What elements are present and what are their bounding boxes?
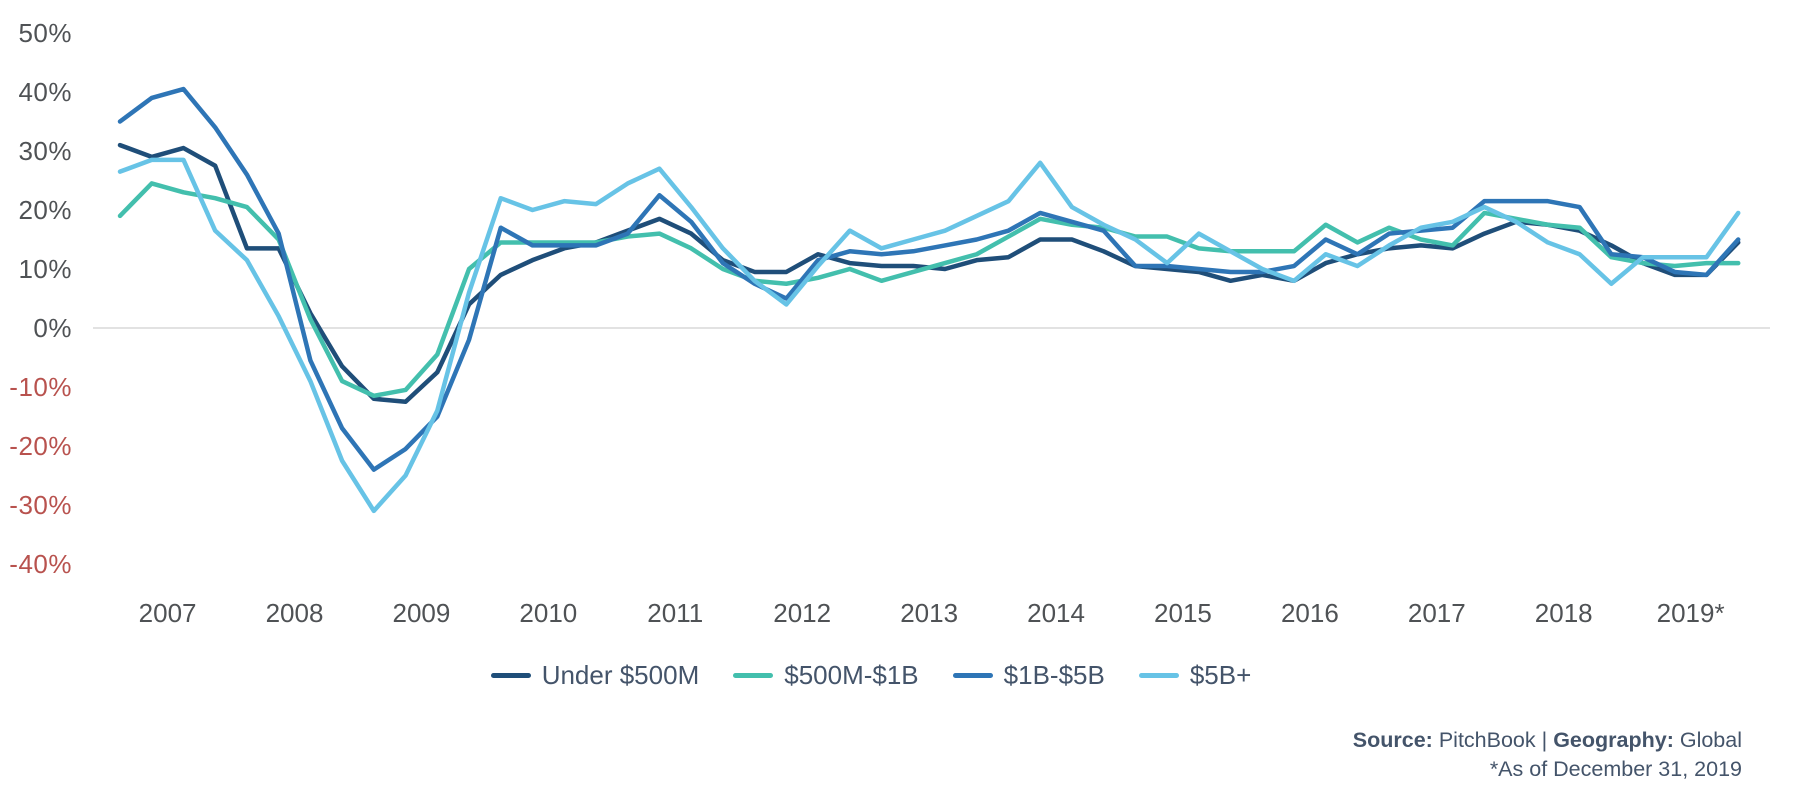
x-tick-2012: 2012	[773, 598, 832, 628]
x-tick-2007: 2007	[138, 598, 197, 628]
chart-legend: Under $500M $500M-$1B $1B-$5B $5B+	[0, 660, 1742, 691]
x-tick-2009: 2009	[392, 598, 451, 628]
series-line-1	[117, 181, 1741, 399]
legend-swatch-under-500m	[490, 673, 531, 678]
y-tick--30%: -30%	[9, 490, 72, 520]
series-line-3	[117, 157, 1741, 514]
x-tick-2017: 2017	[1407, 598, 1466, 628]
series-line-2	[117, 86, 1741, 472]
y-tick-40%: 40%	[18, 77, 72, 107]
x-tick-2016: 2016	[1280, 598, 1339, 628]
geography-label: Geography:	[1553, 728, 1674, 752]
x-tick-2011: 2011	[647, 598, 704, 628]
x-tick-2015: 2015	[1154, 598, 1212, 628]
x-tick-2010: 2010	[519, 598, 578, 628]
legend-label-under-500m: Under $500M	[541, 660, 700, 690]
legend-swatch-500m-1b	[733, 673, 774, 678]
y-tick--40%: -40%	[9, 549, 72, 579]
y-tick-30%: 30%	[18, 136, 72, 166]
source-note: Source: PitchBook | Geography: Global *A…	[1353, 726, 1742, 784]
legend-swatch-5b-plus	[1138, 673, 1179, 678]
asterisk-note: *As of December 31, 2019	[1489, 757, 1742, 781]
source-label: Source:	[1352, 728, 1433, 752]
y-tick--20%: -20%	[9, 431, 72, 461]
geography-value: Global	[1679, 728, 1742, 752]
y-tick-20%: 20%	[18, 195, 72, 225]
y-tick-10%: 10%	[18, 254, 72, 284]
source-line: Source: PitchBook | Geography: Global	[1353, 726, 1742, 755]
source-value: PitchBook	[1438, 728, 1536, 752]
y-tick-50%: 50%	[18, 18, 72, 48]
legend-item-1b-5b: $1B-$5B	[952, 660, 1105, 691]
separator: |	[1541, 728, 1548, 752]
legend-label-500m-1b: $500M-$1B	[784, 660, 919, 690]
legend-swatch-1b-5b	[952, 673, 993, 678]
x-tick-2008: 2008	[265, 598, 324, 628]
legend-label-5b-plus: $5B+	[1189, 660, 1252, 690]
series-lines-layer	[117, 86, 1741, 514]
series-line-0	[117, 142, 1741, 404]
y-tick-0%: 0%	[33, 313, 72, 343]
legend-item-5b-plus: $5B+	[1138, 660, 1252, 691]
legend-item-500m-1b: $500M-$1B	[733, 660, 919, 691]
x-tick-2014: 2014	[1027, 598, 1085, 628]
x-tick-2018: 2018	[1534, 598, 1593, 628]
legend-item-under-500m: Under $500M	[490, 660, 700, 691]
x-tick-2019*: 2019*	[1656, 598, 1725, 628]
x-tick-2013: 2013	[900, 598, 959, 628]
legend-label-1b-5b: $1B-$5B	[1003, 660, 1105, 690]
y-tick--10%: -10%	[9, 372, 72, 402]
